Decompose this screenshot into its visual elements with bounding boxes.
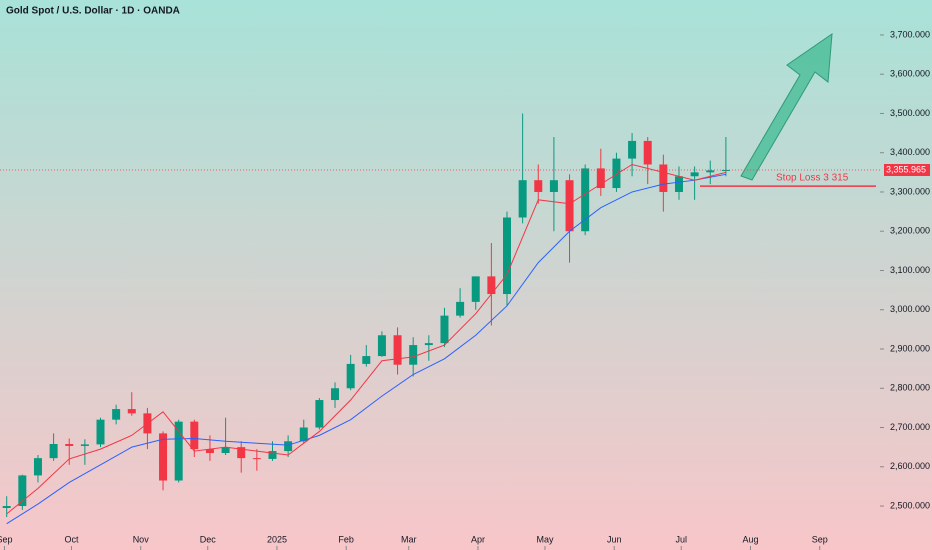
candle-body — [534, 180, 543, 192]
y-tick-label: 3,400.000 — [890, 147, 930, 157]
y-tick-label: 3,300.000 — [890, 186, 930, 196]
x-tick-label: Feb — [338, 534, 354, 544]
x-tick-label: Oct — [64, 534, 79, 544]
candle-body — [643, 140, 652, 165]
candle-body — [221, 447, 230, 454]
candle-body — [518, 180, 527, 218]
candle-body — [284, 441, 293, 452]
candle-body — [112, 409, 121, 420]
candle-body — [503, 217, 512, 295]
candle-body — [2, 506, 11, 508]
y-tick-label: 3,600.000 — [890, 69, 930, 79]
candle-body — [80, 444, 89, 446]
candle-body — [65, 444, 74, 446]
candle-body — [456, 301, 465, 316]
candle-body — [331, 388, 340, 401]
candle-body — [549, 180, 558, 192]
candle-body — [205, 449, 214, 454]
y-tick-label: 3,100.000 — [890, 265, 930, 275]
y-tick-label: 3,700.000 — [890, 29, 930, 39]
candle-body — [659, 164, 668, 192]
candle-body — [471, 276, 480, 302]
x-tick-label: Dec — [200, 534, 217, 544]
moving-average — [6, 173, 726, 525]
x-tick-label: Jun — [607, 534, 622, 544]
arrow-annotation — [740, 32, 833, 181]
candle-body — [424, 343, 433, 346]
moving-average — [6, 163, 727, 515]
candle-body — [612, 158, 621, 189]
candle-body — [377, 335, 386, 357]
y-tick-label: 2,600.000 — [890, 461, 930, 471]
candle-body — [674, 176, 683, 192]
x-tick-label: Sep — [812, 534, 828, 544]
candle-body — [409, 345, 418, 365]
y-tick-label: 2,500.000 — [890, 500, 930, 510]
x-tick-label: Apr — [471, 534, 485, 544]
candle-body — [565, 180, 574, 232]
y-tick-label: 2,700.000 — [890, 422, 930, 432]
candle-body — [190, 421, 199, 450]
x-tick-label: 2025 — [267, 534, 287, 544]
candle-body — [96, 419, 105, 445]
stop-loss-label: Stop Loss 3 315 — [776, 173, 849, 184]
candle-body — [18, 475, 27, 507]
candle-body — [690, 172, 699, 177]
candle-body — [581, 168, 590, 232]
y-tick-label: 3,200.000 — [890, 226, 930, 236]
price-label: 3,355.965 — [886, 164, 926, 174]
x-tick-label: May — [536, 534, 554, 544]
candle-body — [596, 168, 605, 189]
candle-body — [346, 363, 355, 389]
y-tick-label: 3,000.000 — [890, 304, 930, 314]
candle-body — [315, 400, 324, 428]
candle-body — [487, 276, 496, 295]
candle-body — [362, 356, 371, 364]
x-tick-label: Jul — [675, 534, 687, 544]
candle-body — [237, 447, 246, 459]
candle-body — [252, 458, 261, 460]
y-tick-label: 2,900.000 — [890, 343, 930, 353]
y-tick-label: 3,500.000 — [890, 108, 930, 118]
candle-body — [440, 315, 449, 344]
candle-body — [268, 451, 277, 459]
x-tick-label: Aug — [742, 534, 758, 544]
chart-title: Gold Spot / U.S. Dollar · 1D · OANDA — [6, 6, 180, 17]
candle-body — [393, 335, 402, 365]
candle-body — [721, 169, 730, 171]
x-tick-label: Nov — [133, 534, 150, 544]
x-tick-label: Sep — [0, 534, 12, 544]
price-label-box — [884, 163, 930, 176]
candle-body — [159, 433, 168, 481]
candle-body — [49, 444, 58, 459]
candle-body — [174, 421, 183, 481]
candle-body — [33, 458, 42, 476]
x-tick-label: Mar — [401, 534, 417, 544]
candle-body — [299, 427, 308, 442]
candle-body — [706, 170, 715, 173]
y-tick-label: 2,800.000 — [890, 383, 930, 393]
candle-body — [127, 409, 136, 414]
candle-body — [628, 140, 637, 159]
